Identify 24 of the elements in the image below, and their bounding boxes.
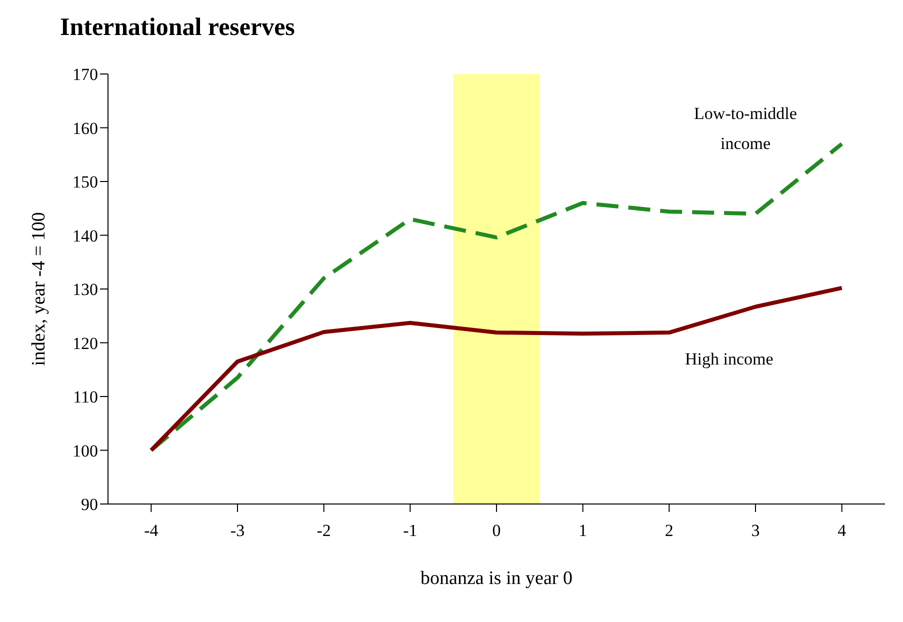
series-label: Low-to-middle income	[694, 104, 797, 153]
x-tick-label: -2	[316, 521, 331, 540]
y-tick-label: 170	[72, 65, 98, 84]
y-tick-label: 90	[81, 495, 98, 514]
x-tick-label: 3	[751, 521, 760, 540]
chart-title: International reserves	[59, 13, 296, 43]
line-series	[149, 286, 844, 452]
x-axis-title: bonanza is in year 0	[420, 568, 572, 589]
x-tick-label: 1	[578, 521, 588, 540]
y-tick-label: 160	[72, 118, 98, 138]
y-tick-label: 100	[72, 441, 98, 460]
x-tick-label: -1	[403, 521, 418, 540]
y-tick-label: 110	[73, 388, 98, 407]
series-label: High income	[685, 350, 774, 369]
x-tick-label: -4	[144, 521, 159, 540]
x-tick-label: -3	[230, 521, 245, 540]
y-tick-label: 150	[72, 172, 98, 192]
y-tick-label: 120	[72, 334, 98, 353]
y-tick-label: 130	[72, 280, 98, 300]
y-axis-title: index, year -4 = 100	[28, 212, 50, 366]
y-tick-label: 140	[72, 226, 98, 246]
x-tick-label: 0	[492, 521, 501, 540]
x-tick-label: 4	[838, 521, 847, 540]
x-tick-label: 2	[664, 521, 674, 540]
